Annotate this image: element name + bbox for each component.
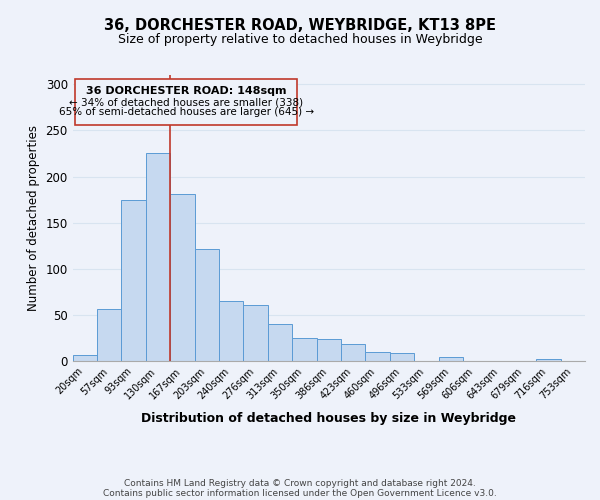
Text: Contains HM Land Registry data © Crown copyright and database right 2024.: Contains HM Land Registry data © Crown c… xyxy=(124,478,476,488)
Bar xyxy=(170,194,194,361)
Text: 65% of semi-detached houses are larger (645) →: 65% of semi-detached houses are larger (… xyxy=(59,108,314,118)
Bar xyxy=(268,324,292,361)
Text: 36, DORCHESTER ROAD, WEYBRIDGE, KT13 8PE: 36, DORCHESTER ROAD, WEYBRIDGE, KT13 8PE xyxy=(104,18,496,32)
Text: Contains public sector information licensed under the Open Government Licence v3: Contains public sector information licen… xyxy=(103,488,497,498)
Bar xyxy=(73,354,97,361)
Text: ← 34% of detached houses are smaller (338): ← 34% of detached houses are smaller (33… xyxy=(69,97,303,107)
X-axis label: Distribution of detached houses by size in Weybridge: Distribution of detached houses by size … xyxy=(142,412,517,425)
Bar xyxy=(390,353,414,361)
Bar xyxy=(75,78,297,125)
Bar xyxy=(219,301,244,361)
Text: Size of property relative to detached houses in Weybridge: Size of property relative to detached ho… xyxy=(118,32,482,46)
Y-axis label: Number of detached properties: Number of detached properties xyxy=(27,125,40,311)
Bar xyxy=(97,308,121,361)
Bar xyxy=(121,200,146,361)
Bar xyxy=(365,352,390,361)
Bar xyxy=(439,358,463,361)
Bar xyxy=(146,152,170,361)
Bar xyxy=(292,338,317,361)
Text: 36 DORCHESTER ROAD: 148sqm: 36 DORCHESTER ROAD: 148sqm xyxy=(86,86,286,96)
Bar xyxy=(536,360,560,361)
Bar xyxy=(194,250,219,361)
Bar xyxy=(341,344,365,361)
Bar xyxy=(244,305,268,361)
Bar xyxy=(317,339,341,361)
